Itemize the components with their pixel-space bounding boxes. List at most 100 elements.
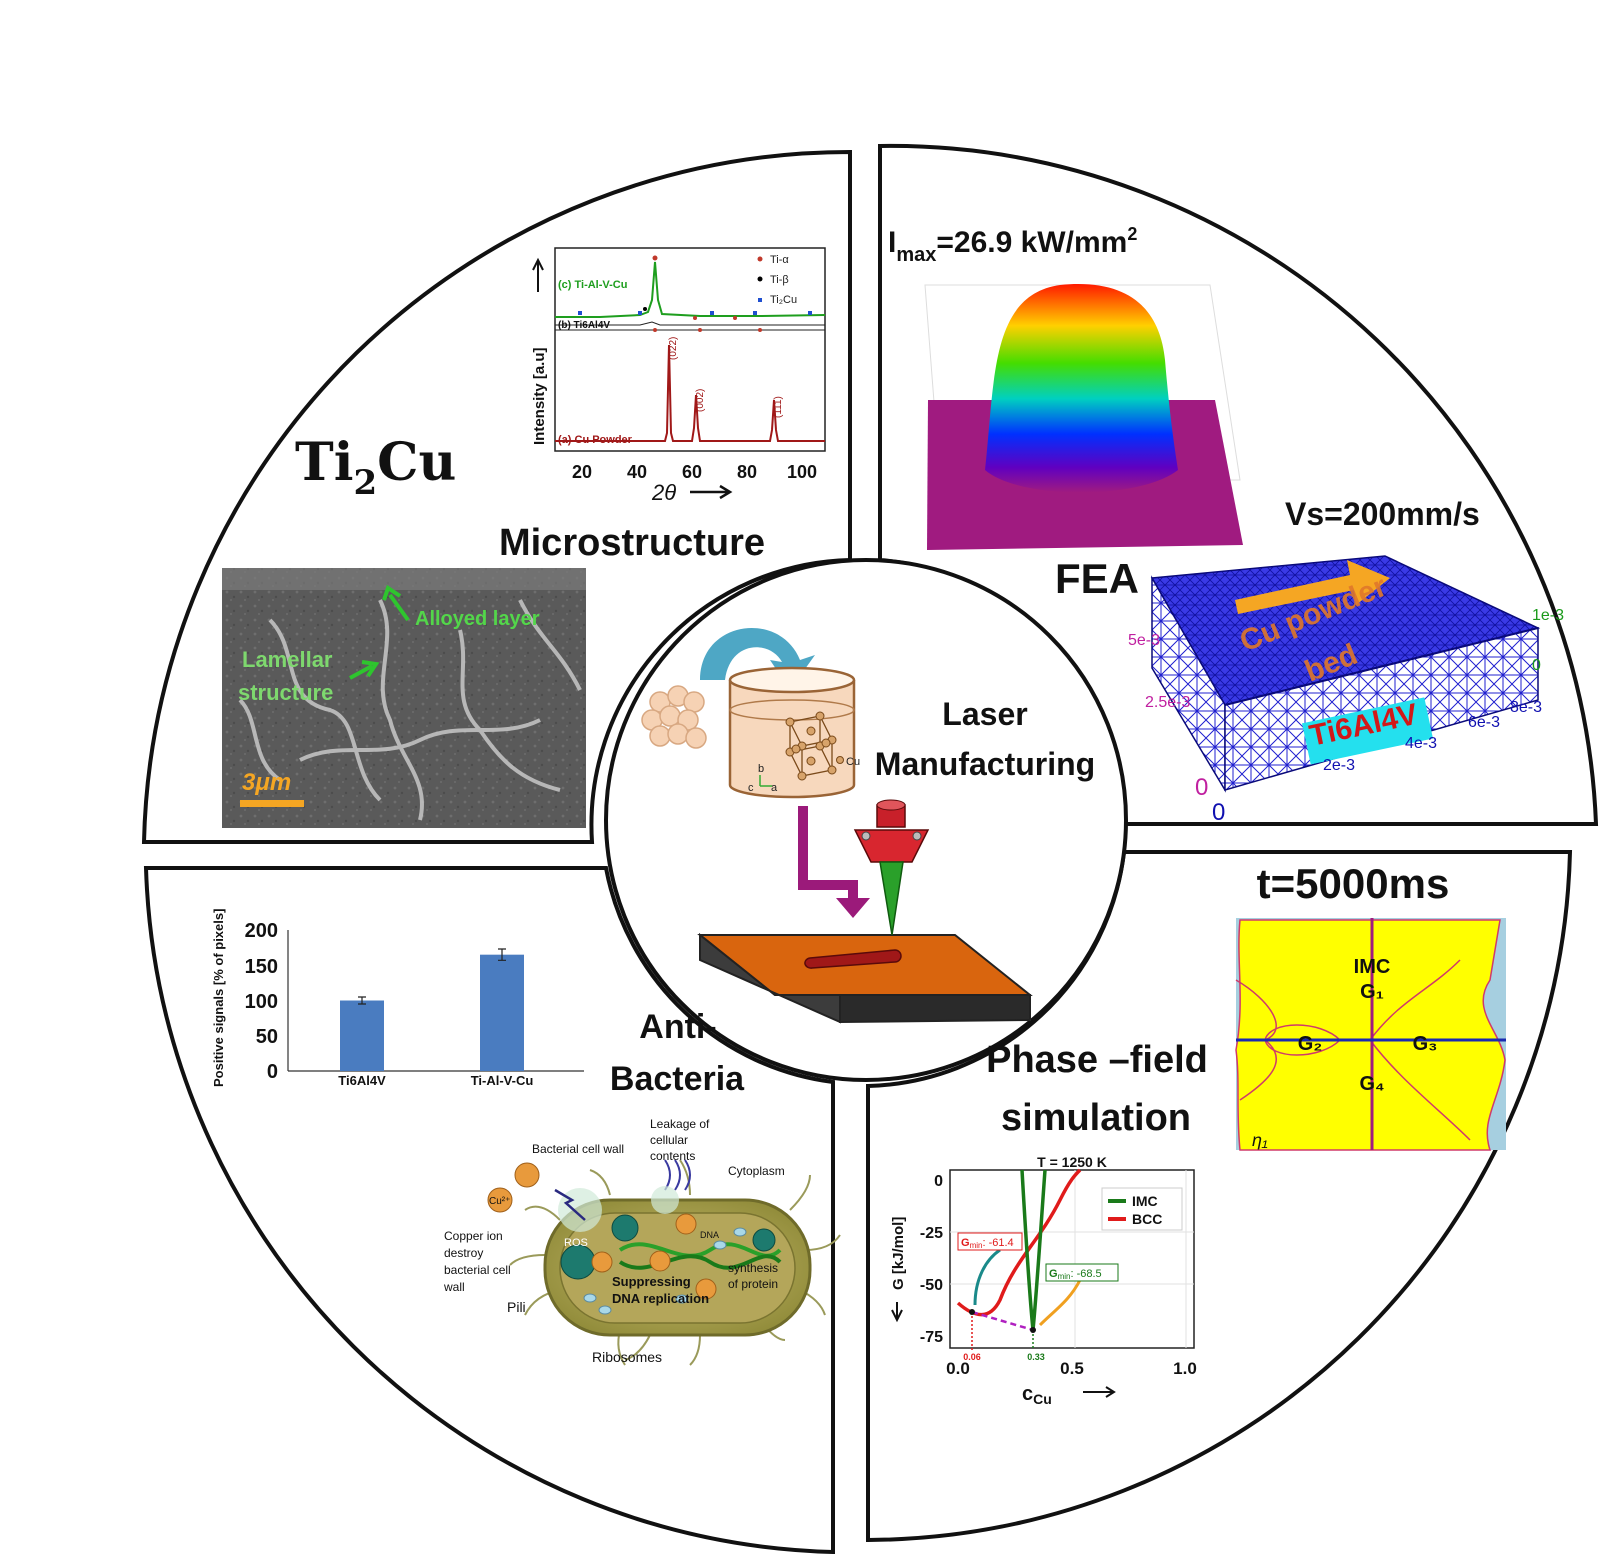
sem-scale-bar bbox=[240, 800, 304, 807]
mark-bcc: 0.06 bbox=[963, 1352, 981, 1362]
beaker-icon: Cu b a c bbox=[728, 666, 860, 799]
sem-scale-label: 3μm bbox=[242, 769, 291, 796]
xrd-chart: (c) Ti-Al-V-Cu (b) Ti6Al4V (a) Cu Powder… bbox=[531, 247, 826, 505]
bacterium-illustration: Bacterial cell wall Leakage of cellular … bbox=[443, 1117, 841, 1366]
ti2cu-formula: Ti2Cu bbox=[295, 432, 456, 503]
substrate-plate-icon bbox=[697, 932, 1033, 1024]
grain-map: IMC G₁ G₂ G₃ G₄ η₁ bbox=[1235, 918, 1506, 1151]
antibacterial-bar-chart: Positive signals [% of pixels] 200 150 1… bbox=[211, 909, 584, 1088]
antibacteria-quadrant: Positive signals [% of pixels] 200 150 1… bbox=[211, 909, 841, 1366]
svg-text:200: 200 bbox=[245, 920, 278, 942]
xrd-curve-a-label: (a) Cu Powder bbox=[558, 434, 633, 446]
xrd-curve-c-label: (c) Ti-Al-V-Cu bbox=[558, 279, 627, 291]
svg-text:-50: -50 bbox=[920, 1277, 943, 1294]
axis-a-label: a bbox=[771, 782, 778, 794]
scan-direction-arrow-icon bbox=[1235, 560, 1390, 614]
svg-text:0.5: 0.5 bbox=[1060, 1359, 1084, 1378]
scan-speed-label: Vs=200mm/s bbox=[1285, 496, 1480, 532]
powder-particles-icon bbox=[641, 685, 707, 749]
svg-text:100: 100 bbox=[787, 462, 817, 482]
sem-label-lamellar: Lamellar bbox=[242, 647, 333, 672]
svg-text:-75: -75 bbox=[920, 1329, 943, 1346]
xrd-peak-111: (111) bbox=[773, 396, 784, 418]
eta-label: η₁ bbox=[1252, 1130, 1268, 1150]
xrd-peak-022: (022) bbox=[668, 337, 679, 360]
intensity-surface-plot bbox=[924, 284, 1243, 550]
free-energy-plot: T = 1250 K Gmin: -61.4 Gmin: -68.5 0.06 bbox=[890, 1154, 1197, 1407]
gplot-legend-bcc: BCC bbox=[1132, 1211, 1162, 1227]
svg-text:150: 150 bbox=[245, 956, 278, 978]
label-suppress-1: Suppressing bbox=[612, 1274, 691, 1289]
label-synthesis-1: synthesis bbox=[728, 1261, 778, 1275]
xrd-curve-b-label: (b) Ti6Al4V bbox=[558, 320, 610, 331]
gplot-legend-imc: IMC bbox=[1132, 1193, 1158, 1209]
label-ros: ROS bbox=[564, 1237, 588, 1249]
bar-chart-y-ticks: 200 150 100 50 0 bbox=[245, 920, 278, 1083]
mark-imc: 0.33 bbox=[1027, 1352, 1045, 1362]
label-leakage-3: contents bbox=[650, 1149, 695, 1163]
label-suppress-2: DNA replication bbox=[612, 1291, 709, 1306]
xrd-markers bbox=[578, 255, 812, 332]
common-tangent bbox=[971, 1310, 1034, 1332]
gplot-x-label: cCu bbox=[1022, 1383, 1052, 1407]
imc-curve-right bbox=[1038, 1279, 1082, 1327]
label-copper-3: bacterial cell bbox=[444, 1263, 511, 1277]
xrd-curve-b bbox=[555, 321, 825, 326]
label-pili: Pili bbox=[507, 1299, 526, 1315]
xrd-x-label: 2θ bbox=[651, 480, 676, 505]
bar-ti6al4v bbox=[340, 1000, 384, 1071]
bar-tialvcu bbox=[480, 954, 524, 1071]
xrd-y-label: Intensity [a.u] bbox=[531, 347, 548, 445]
label-copper-1: Copper ion bbox=[444, 1229, 503, 1243]
xrd-peak-002: (002) bbox=[695, 389, 706, 412]
gmin-bcc-label: Gmin: -61.4 bbox=[961, 1237, 1014, 1250]
svg-text:2e-3: 2e-3 bbox=[1323, 757, 1355, 774]
gplot-y-ticks: 0 -25 -50 -75 bbox=[920, 1173, 943, 1346]
frame-bottom-right bbox=[866, 850, 1573, 1543]
grain-g2-label: G₂ bbox=[1298, 1033, 1322, 1055]
fea-quadrant: Imax=26.9 kW/mm2 Vs=200mm/s FEA Cu powde… bbox=[888, 224, 1564, 826]
svg-text:1.0: 1.0 bbox=[1173, 1359, 1197, 1378]
process-arrow-icon bbox=[798, 806, 870, 918]
label-copper-4: wall bbox=[443, 1280, 465, 1294]
gplot-x-ticks: 0.0 0.5 1.0 bbox=[946, 1359, 1197, 1378]
center-laser-manufacturing: Cu b a c Laser Manufacturing bbox=[604, 558, 1128, 1082]
bar-label-tialvcu: Ti-Al-V-Cu bbox=[471, 1073, 534, 1088]
axis-b-label: b bbox=[758, 763, 764, 775]
label-leakage-2: cellular bbox=[650, 1133, 688, 1147]
unit-cell-icon bbox=[785, 711, 837, 781]
label-ribosomes: Ribosomes bbox=[592, 1349, 662, 1365]
xrd-legend-ti-alpha: Ti-α bbox=[770, 254, 789, 266]
label-leakage-1: Leakage of bbox=[650, 1117, 710, 1131]
svg-text:6e-3: 6e-3 bbox=[1468, 714, 1500, 731]
frame-top-left bbox=[141, 149, 852, 844]
sem-label-alloyed: Alloyed layer bbox=[415, 608, 540, 630]
xrd-curve-c bbox=[555, 261, 826, 318]
svg-text:20: 20 bbox=[572, 462, 592, 482]
xrd-x-ticks: 20 40 60 80 100 bbox=[572, 462, 817, 482]
center-label-line2: Manufacturing bbox=[875, 746, 1095, 782]
svg-text:5e-3: 5e-3 bbox=[1128, 632, 1160, 649]
bar-label-ti6al4v: Ti6Al4V bbox=[338, 1073, 386, 1088]
mesh-axis-labels: 5e-3 2.5e-3 0 0 2e-3 4e-3 6e-3 8e-3 1e-3… bbox=[1128, 607, 1564, 826]
svg-text:0.0: 0.0 bbox=[946, 1359, 970, 1378]
cu-atom-label: Cu bbox=[846, 756, 860, 768]
svg-text:-25: -25 bbox=[920, 1225, 943, 1242]
center-label-line1: Laser bbox=[942, 696, 1027, 732]
mesh-model: Cu powder bed Ti6Al4V 5e-3 2.5e-3 0 0 2e… bbox=[1128, 555, 1564, 826]
svg-text:2.5e-3: 2.5e-3 bbox=[1145, 694, 1190, 711]
fea-heading: FEA bbox=[1055, 555, 1139, 602]
frame-bottom-left bbox=[143, 866, 835, 1555]
grain-imc-label: IMC bbox=[1354, 956, 1391, 978]
grain-g1-label: G₁ bbox=[1360, 981, 1384, 1003]
svg-text:0: 0 bbox=[1532, 657, 1541, 674]
error-bar-tialvcu bbox=[498, 948, 506, 961]
laser-nozzle-icon bbox=[853, 799, 930, 936]
svg-text:0: 0 bbox=[267, 1061, 278, 1083]
label-synthesis-2: of protein bbox=[728, 1277, 778, 1291]
microstructure-quadrant: Ti2Cu Microstructure (c) Ti-Al-V-Cu (b) … bbox=[222, 247, 826, 828]
imax-label: Imax=26.9 kW/mm2 bbox=[888, 224, 1137, 266]
xrd-legend-ti2cu: Ti₂Cu bbox=[770, 294, 797, 306]
time-label: t=5000ms bbox=[1257, 860, 1450, 907]
